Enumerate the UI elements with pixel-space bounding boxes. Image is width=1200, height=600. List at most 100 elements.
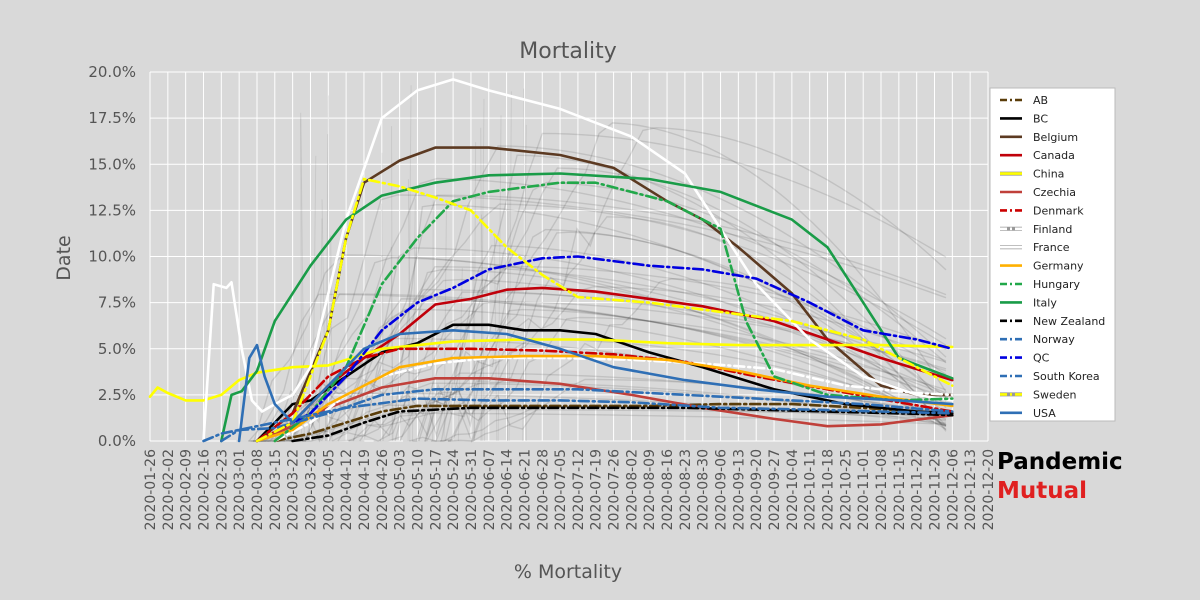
background-trace [304, 381, 947, 442]
legend-entry: South Korea [1033, 370, 1100, 383]
x-tick-label: 2020-05-03 [393, 449, 409, 530]
x-tick-label: 2020-06-14 [500, 449, 516, 530]
background-trace [290, 308, 947, 442]
background-trace [440, 154, 947, 442]
series-line-sweden [255, 177, 954, 443]
series-line-france [202, 78, 954, 443]
y-tick-label: 20.0% [88, 63, 136, 81]
background-trace [304, 298, 947, 442]
x-tick-label: 2020-07-26 [607, 449, 623, 530]
legend-entry: Denmark [1033, 204, 1084, 217]
series-line-hungary [273, 181, 954, 443]
background-trace [424, 216, 947, 442]
brand-mutual: Mutual [997, 478, 1088, 504]
x-tick-label: 2020-04-12 [339, 449, 355, 530]
x-tick-label: 2020-09-27 [767, 449, 783, 530]
background-spike [411, 198, 416, 442]
background-trace [255, 337, 947, 442]
background-spike [381, 203, 383, 442]
background-trace [448, 378, 947, 442]
background-spike [506, 178, 510, 442]
x-tick-label: 2020-05-31 [464, 449, 480, 530]
y-axis-label: Date [53, 235, 75, 280]
legend-entry: Germany [1033, 260, 1084, 273]
x-tick-label: 2020-03-22 [286, 449, 302, 530]
y-axis-ticks: 0.0% 2.5% 5.0% 7.5% 10.0% 12.5% 15.0% 17.5% 20.0… [88, 63, 136, 450]
x-tick-label: 2020-07-19 [589, 449, 605, 530]
background-trace [273, 256, 947, 442]
x-tick-label: 2020-06-21 [517, 449, 533, 530]
background-trace [447, 277, 947, 442]
series-line-belgium [255, 146, 954, 443]
background-trace [267, 177, 947, 442]
series-line-usa [237, 329, 954, 443]
background-spike [443, 202, 448, 442]
legend-entry: France [1033, 241, 1070, 254]
background-spike [432, 200, 434, 442]
x-tick-label: 2020-08-02 [624, 449, 640, 530]
x-tick-label: 2020-07-12 [571, 449, 587, 530]
x-tick-label: 2020-03-01 [232, 449, 248, 530]
x-tick-label: 2020-11-08 [874, 449, 890, 530]
x-tick-label: 2020-10-18 [821, 449, 837, 530]
x-tick-label: 2020-02-16 [197, 449, 213, 530]
legend-entry: Czechia [1033, 186, 1076, 199]
background-spike [497, 115, 502, 442]
legend-entry: Norway [1033, 333, 1075, 346]
series-line-ab [273, 402, 954, 443]
series-line-germany [255, 354, 954, 443]
x-axis-ticks: 2020-01-26 2020-02-02 2020-02-09 2020-02-16… [143, 449, 997, 530]
background-trace [285, 265, 947, 443]
y-tick-label: 7.5% [98, 294, 136, 312]
y-tick-label: 5.0% [98, 340, 136, 358]
x-tick-label: 2020-04-26 [375, 449, 391, 530]
background-trace [328, 194, 947, 442]
background-trace [259, 408, 947, 442]
legend-entry: Canada [1033, 149, 1075, 162]
y-tick-label: 2.5% [98, 386, 136, 404]
legend-entry: QC [1033, 352, 1050, 365]
x-tick-label: 2020-10-11 [803, 449, 819, 530]
background-trace [253, 293, 947, 442]
background-trace [424, 132, 947, 442]
series-line-south-korea [202, 397, 954, 443]
legend-entry: Sweden [1033, 388, 1076, 401]
x-tick-label: 2020-12-06 [945, 449, 961, 530]
background-trace [431, 406, 947, 442]
background-trace [440, 316, 947, 442]
x-axis-label: % Mortality [514, 561, 622, 583]
y-tick-label: 17.5% [88, 109, 136, 127]
chart-title: Mortality [519, 39, 616, 64]
x-tick-label: 2020-08-30 [696, 449, 712, 530]
legend-entry: Finland [1033, 223, 1072, 236]
legend-entry: New Zealand [1033, 315, 1105, 328]
y-tick-label: 10.0% [88, 248, 136, 266]
legend: AB BC Belgium Canada China Czechia Denmark Finl… [1000, 94, 1105, 420]
y-tick-label: 0.0% [98, 432, 136, 450]
background-spike [480, 214, 485, 442]
background-trace [373, 372, 947, 442]
series-line-italy [220, 172, 954, 443]
x-tick-label: 2020-09-20 [749, 449, 765, 530]
series-line-new-zealand [291, 406, 954, 443]
background-spike [473, 142, 477, 442]
x-tick-label: 2020-11-29 [928, 449, 944, 530]
background-trace [248, 293, 947, 442]
background-spike [457, 267, 463, 442]
background-spike [300, 112, 303, 442]
brand-pandemic: Pandemic [997, 449, 1123, 475]
background-spike [321, 199, 327, 442]
background-spike [325, 95, 329, 442]
x-tick-label: 2020-11-15 [892, 449, 908, 530]
x-tick-label: 2020-12-13 [963, 449, 979, 530]
series-line-qc [255, 255, 954, 443]
legend-entry: China [1033, 168, 1064, 181]
background-trace [379, 203, 947, 442]
x-tick-label: 2020-11-01 [856, 449, 872, 530]
x-tick-label: 2020-08-09 [642, 449, 658, 530]
x-tick-label: 2020-06-07 [482, 449, 498, 530]
x-tick-label: 2020-08-16 [660, 449, 676, 530]
x-tick-label: 2020-05-17 [428, 449, 444, 530]
x-tick-label: 2020-10-04 [785, 449, 801, 530]
